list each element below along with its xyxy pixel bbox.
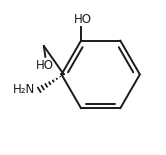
Text: HO: HO: [36, 59, 54, 72]
Text: HO: HO: [74, 13, 92, 26]
Text: H₂N: H₂N: [13, 82, 35, 95]
